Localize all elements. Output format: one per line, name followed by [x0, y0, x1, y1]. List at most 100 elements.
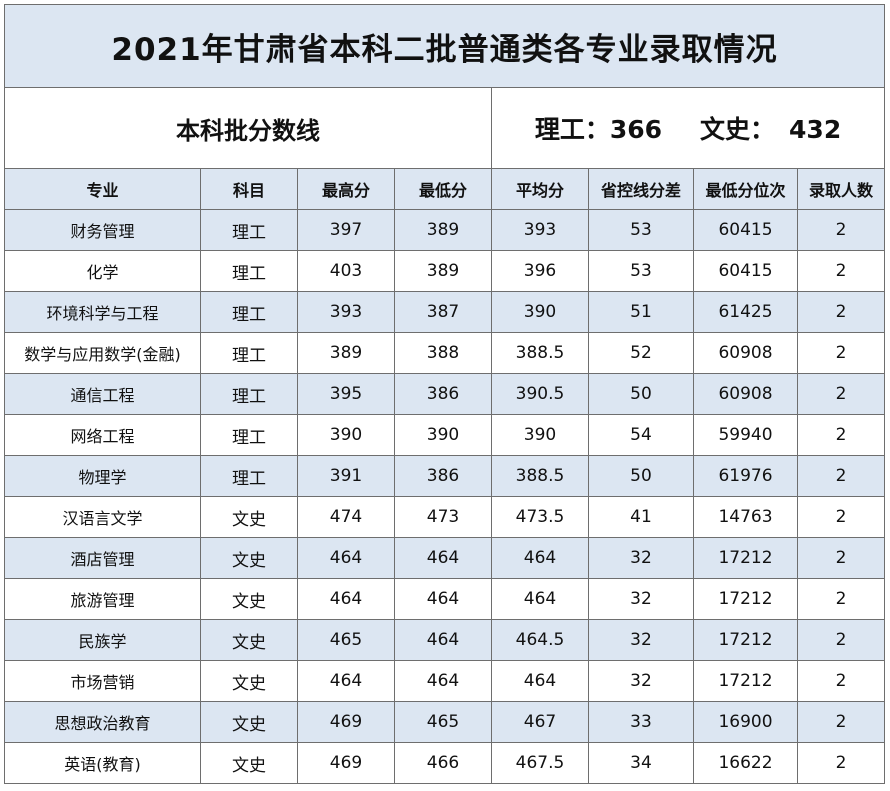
subject-cell[interactable]: 理工 — [200, 455, 298, 497]
subject-cell[interactable]: 理工 — [200, 332, 298, 374]
admitted-count-cell[interactable]: 2 — [796, 742, 886, 784]
major-cell[interactable]: 化学 — [4, 250, 201, 292]
avg-score-cell[interactable]: 388.5 — [491, 332, 589, 374]
major-cell[interactable]: 汉语言文学 — [4, 496, 201, 538]
admitted-count-cell[interactable]: 2 — [796, 537, 886, 579]
line-diff-cell[interactable]: 32 — [588, 660, 694, 702]
min-score-cell[interactable]: 388 — [394, 332, 492, 374]
avg-score-cell[interactable]: 390 — [491, 414, 589, 456]
min-rank-cell[interactable]: 17212 — [693, 537, 798, 579]
line-diff-cell[interactable]: 33 — [588, 701, 694, 743]
subject-header[interactable]: 科目 — [200, 168, 298, 210]
min-rank-cell[interactable]: 60415 — [693, 250, 798, 292]
min-rank-cell[interactable]: 61976 — [693, 455, 798, 497]
major-header[interactable]: 专业 — [4, 168, 201, 210]
line-diff-cell[interactable]: 32 — [588, 578, 694, 620]
max-score-cell[interactable]: 469 — [297, 742, 395, 784]
min-score-cell[interactable]: 464 — [394, 660, 492, 702]
avg-score-cell[interactable]: 464 — [491, 660, 589, 702]
avg-score-header[interactable]: 平均分 — [491, 168, 589, 210]
major-cell[interactable]: 酒店管理 — [4, 537, 201, 579]
major-cell[interactable]: 思想政治教育 — [4, 701, 201, 743]
line-diff-cell[interactable]: 32 — [588, 537, 694, 579]
subject-cell[interactable]: 文史 — [200, 660, 298, 702]
line-diff-cell[interactable]: 34 — [588, 742, 694, 784]
admitted-count-cell[interactable]: 2 — [796, 619, 886, 661]
major-cell[interactable]: 旅游管理 — [4, 578, 201, 620]
line-diff-cell[interactable]: 50 — [588, 373, 694, 415]
avg-score-cell[interactable]: 464.5 — [491, 619, 589, 661]
major-cell[interactable]: 数学与应用数学(金融) — [4, 332, 201, 374]
admitted-count-cell[interactable]: 2 — [796, 660, 886, 702]
avg-score-cell[interactable]: 388.5 — [491, 455, 589, 497]
min-rank-cell[interactable]: 60908 — [693, 332, 798, 374]
min-rank-cell[interactable]: 60415 — [693, 209, 798, 251]
subject-cell[interactable]: 理工 — [200, 373, 298, 415]
min-rank-cell[interactable]: 17212 — [693, 619, 798, 661]
line-diff-header[interactable]: 省控线分差 — [588, 168, 694, 210]
admitted-count-cell[interactable]: 2 — [796, 455, 886, 497]
major-cell[interactable]: 市场营销 — [4, 660, 201, 702]
min-rank-cell[interactable]: 17212 — [693, 660, 798, 702]
major-cell[interactable]: 英语(教育) — [4, 742, 201, 784]
major-cell[interactable]: 通信工程 — [4, 373, 201, 415]
avg-score-cell[interactable]: 393 — [491, 209, 589, 251]
avg-score-cell[interactable]: 390 — [491, 291, 589, 333]
min-score-cell[interactable]: 464 — [394, 578, 492, 620]
subject-cell[interactable]: 理工 — [200, 250, 298, 292]
min-score-cell[interactable]: 387 — [394, 291, 492, 333]
major-cell[interactable]: 民族学 — [4, 619, 201, 661]
max-score-cell[interactable]: 397 — [297, 209, 395, 251]
admitted-count-cell[interactable]: 2 — [796, 250, 886, 292]
min-score-cell[interactable]: 390 — [394, 414, 492, 456]
line-diff-cell[interactable]: 54 — [588, 414, 694, 456]
admitted-count-cell[interactable]: 2 — [796, 332, 886, 374]
admitted-count-cell[interactable]: 2 — [796, 701, 886, 743]
avg-score-cell[interactable]: 396 — [491, 250, 589, 292]
min-score-cell[interactable]: 386 — [394, 455, 492, 497]
subject-cell[interactable]: 文史 — [200, 742, 298, 784]
min-score-cell[interactable]: 473 — [394, 496, 492, 538]
subject-cell[interactable]: 文史 — [200, 537, 298, 579]
subject-cell[interactable]: 理工 — [200, 291, 298, 333]
max-score-cell[interactable]: 464 — [297, 578, 395, 620]
subject-cell[interactable]: 文史 — [200, 578, 298, 620]
subject-cell[interactable]: 文史 — [200, 619, 298, 661]
subject-cell[interactable]: 理工 — [200, 414, 298, 456]
min-rank-cell[interactable]: 14763 — [693, 496, 798, 538]
min-score-header[interactable]: 最低分 — [394, 168, 492, 210]
max-score-cell[interactable]: 395 — [297, 373, 395, 415]
avg-score-cell[interactable]: 467.5 — [491, 742, 589, 784]
min-score-cell[interactable]: 465 — [394, 701, 492, 743]
min-score-cell[interactable]: 389 — [394, 250, 492, 292]
max-score-cell[interactable]: 391 — [297, 455, 395, 497]
min-rank-cell[interactable]: 17212 — [693, 578, 798, 620]
min-score-cell[interactable]: 386 — [394, 373, 492, 415]
line-diff-cell[interactable]: 50 — [588, 455, 694, 497]
max-score-cell[interactable]: 403 — [297, 250, 395, 292]
avg-score-cell[interactable]: 464 — [491, 578, 589, 620]
max-score-cell[interactable]: 469 — [297, 701, 395, 743]
max-score-header[interactable]: 最高分 — [297, 168, 395, 210]
min-rank-cell[interactable]: 59940 — [693, 414, 798, 456]
table-title[interactable]: 2021年甘肃省本科二批普通类各专业录取情况 — [3, 4, 886, 88]
admitted-count-cell[interactable]: 2 — [796, 578, 886, 620]
subject-cell[interactable]: 理工 — [200, 209, 298, 251]
min-rank-header[interactable]: 最低分位次 — [693, 168, 798, 210]
batch-line-scores[interactable]: 理工：366 文史： 432 — [490, 87, 886, 169]
min-rank-cell[interactable]: 60908 — [693, 373, 798, 415]
min-rank-cell[interactable]: 16900 — [693, 701, 798, 743]
line-diff-cell[interactable]: 52 — [588, 332, 694, 374]
line-diff-cell[interactable]: 41 — [588, 496, 694, 538]
max-score-cell[interactable]: 393 — [297, 291, 395, 333]
admitted-count-cell[interactable]: 2 — [796, 291, 886, 333]
admitted-count-cell[interactable]: 2 — [796, 373, 886, 415]
line-diff-cell[interactable]: 53 — [588, 209, 694, 251]
subject-cell[interactable]: 文史 — [200, 496, 298, 538]
admitted-count-cell[interactable]: 2 — [796, 414, 886, 456]
min-score-cell[interactable]: 464 — [394, 619, 492, 661]
min-score-cell[interactable]: 464 — [394, 537, 492, 579]
major-cell[interactable]: 财务管理 — [4, 209, 201, 251]
subject-cell[interactable]: 文史 — [200, 701, 298, 743]
avg-score-cell[interactable]: 464 — [491, 537, 589, 579]
